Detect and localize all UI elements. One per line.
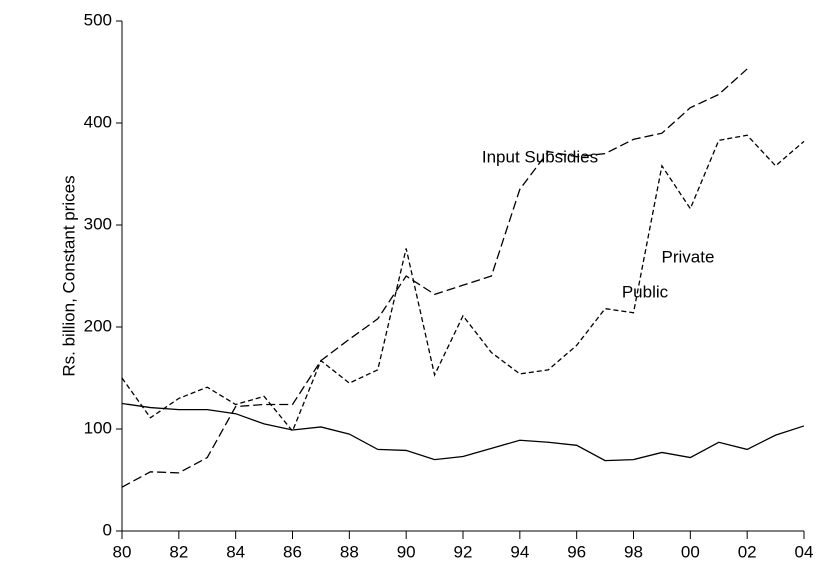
x-tick-label: 88 bbox=[340, 542, 359, 561]
series-line bbox=[121, 134, 805, 433]
x-tick-label: 00 bbox=[681, 542, 700, 561]
series-label: Public bbox=[622, 282, 669, 301]
x-tick-label: 82 bbox=[169, 542, 188, 561]
y-tick-label: 100 bbox=[84, 418, 112, 437]
x-tick-label: 04 bbox=[795, 542, 814, 561]
x-tick-label: 94 bbox=[510, 542, 529, 561]
x-tick-label: 98 bbox=[624, 542, 643, 561]
x-tick-label: 90 bbox=[397, 542, 416, 561]
x-tick-label: 84 bbox=[226, 542, 245, 561]
y-tick-label: 500 bbox=[84, 10, 112, 29]
x-tick-label: 92 bbox=[454, 542, 473, 561]
y-tick-label: 300 bbox=[84, 214, 112, 233]
y-axis-label: Rs. billion, Constant prices bbox=[59, 175, 78, 376]
y-tick-label: 400 bbox=[84, 112, 112, 131]
y-tick-label: 200 bbox=[84, 316, 112, 335]
series-line bbox=[121, 68, 748, 488]
series-label: Input Subsidies bbox=[482, 147, 598, 166]
y-tick-label: 0 bbox=[103, 520, 112, 539]
x-tick-label: 80 bbox=[113, 542, 132, 561]
x-tick-label: 96 bbox=[567, 542, 586, 561]
x-tick-label: 86 bbox=[283, 542, 302, 561]
series-line bbox=[121, 402, 805, 462]
series-label: Private bbox=[662, 247, 715, 266]
x-tick-label: 02 bbox=[738, 542, 757, 561]
